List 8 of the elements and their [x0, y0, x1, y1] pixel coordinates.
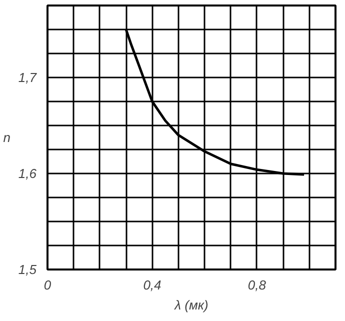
y-tick-label: 1,5: [18, 262, 38, 277]
y-tick-label: 1,6: [18, 166, 38, 181]
y-axis-title: n: [3, 130, 10, 145]
x-tick-label: 0: [44, 278, 52, 292]
x-tick-label: 0,4: [143, 278, 162, 292]
x-axis-title: λ (мк): [174, 298, 208, 312]
y-tick-label: 1,7: [18, 70, 38, 85]
x-tick-label: 0,8: [248, 278, 267, 292]
